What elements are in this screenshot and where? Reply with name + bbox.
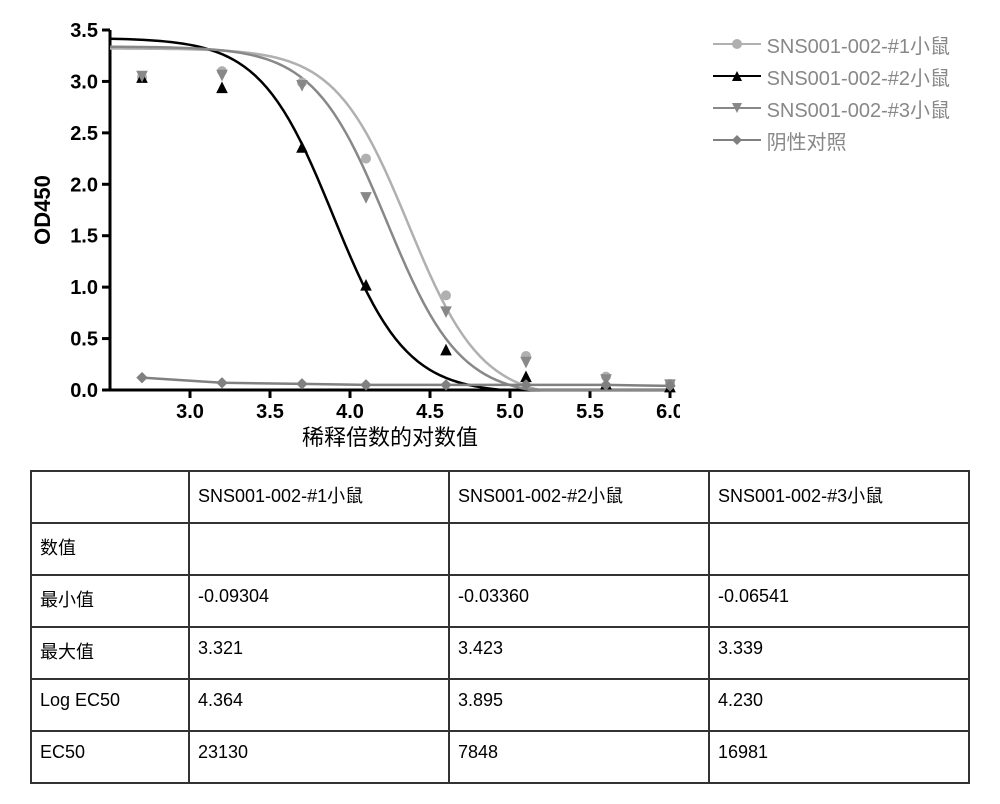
cell: 3.423	[449, 627, 709, 679]
chart-container: 0.0 0.5 1.0 1.5 2.0 2.5 3.0 3.5 3.0 3.5 4.0 4.5 5.0 5…	[20, 20, 980, 450]
legend-item: 阴性对照	[707, 126, 950, 154]
svg-text:3.5: 3.5	[70, 20, 98, 42]
header-col-3: SNS001-002-#3小鼠	[709, 471, 969, 523]
svg-text:2.0: 2.0	[70, 174, 98, 196]
header-col-2: SNS001-002-#2小鼠	[449, 471, 709, 523]
cell: -0.06541	[709, 575, 969, 627]
svg-text:5.0: 5.0	[496, 401, 524, 423]
svg-text:0.5: 0.5	[70, 329, 98, 351]
legend-label: SNS001-002-#3小鼠	[767, 94, 950, 123]
svg-text:1.0: 1.0	[70, 277, 98, 299]
cell: -0.09304	[189, 575, 449, 627]
cell: 16981	[709, 731, 969, 783]
results-table: SNS001-002-#1小鼠 SNS001-002-#2小鼠 SNS001-0…	[30, 470, 970, 784]
svg-text:4.0: 4.0	[336, 401, 364, 423]
svg-text:OD450: OD450	[30, 175, 55, 245]
svg-text:2.5: 2.5	[70, 123, 98, 145]
svg-text:0.0: 0.0	[70, 380, 98, 402]
row-label: Log EC50	[31, 679, 189, 731]
cell: 3.321	[189, 627, 449, 679]
cell: 4.364	[189, 679, 449, 731]
row-label: 数值	[31, 523, 189, 575]
cell: 4.230	[709, 679, 969, 731]
header-col-1: SNS001-002-#1小鼠	[189, 471, 449, 523]
legend-item: SNS001-002-#3小鼠	[707, 94, 950, 122]
legend-label: SNS001-002-#1小鼠	[767, 30, 950, 59]
svg-text:4.5: 4.5	[416, 401, 444, 423]
table-row: EC50 23130 7848 16981	[31, 731, 969, 783]
cell	[709, 523, 969, 575]
cell: 7848	[449, 731, 709, 783]
table-row: Log EC50 4.364 3.895 4.230	[31, 679, 969, 731]
legend-item: SNS001-002-#1小鼠	[707, 30, 950, 58]
cell: -0.03360	[449, 575, 709, 627]
header-blank	[31, 471, 189, 523]
table-row: 最小值 -0.09304 -0.03360 -0.06541	[31, 575, 969, 627]
cell	[449, 523, 709, 575]
svg-text:3.0: 3.0	[176, 401, 204, 423]
cell	[189, 523, 449, 575]
cell: 3.339	[709, 627, 969, 679]
svg-text:稀释倍数的对数值: 稀释倍数的对数值	[302, 425, 478, 450]
svg-text:6.0: 6.0	[656, 401, 680, 423]
row-label: EC50	[31, 731, 189, 783]
svg-text:3.0: 3.0	[70, 71, 98, 93]
table-header-row: SNS001-002-#1小鼠 SNS001-002-#2小鼠 SNS001-0…	[31, 471, 969, 523]
svg-text:5.5: 5.5	[576, 401, 604, 423]
table-row: 最大值 3.321 3.423 3.339	[31, 627, 969, 679]
table-row: 数值	[31, 523, 969, 575]
cell: 23130	[189, 731, 449, 783]
legend-item: SNS001-002-#2小鼠	[707, 62, 950, 90]
row-label: 最小值	[31, 575, 189, 627]
legend: SNS001-002-#1小鼠 SNS001-002-#2小鼠 SNS001-002…	[707, 30, 950, 158]
dose-response-chart: 0.0 0.5 1.0 1.5 2.0 2.5 3.0 3.5 3.0 3.5 4.0 4.5 5.0 5…	[20, 20, 680, 450]
legend-label: SNS001-002-#2小鼠	[767, 62, 950, 91]
row-label: 最大值	[31, 627, 189, 679]
svg-text:1.5: 1.5	[70, 226, 98, 248]
cell: 3.895	[449, 679, 709, 731]
svg-text:3.5: 3.5	[256, 401, 284, 423]
legend-label: 阴性对照	[767, 126, 847, 155]
